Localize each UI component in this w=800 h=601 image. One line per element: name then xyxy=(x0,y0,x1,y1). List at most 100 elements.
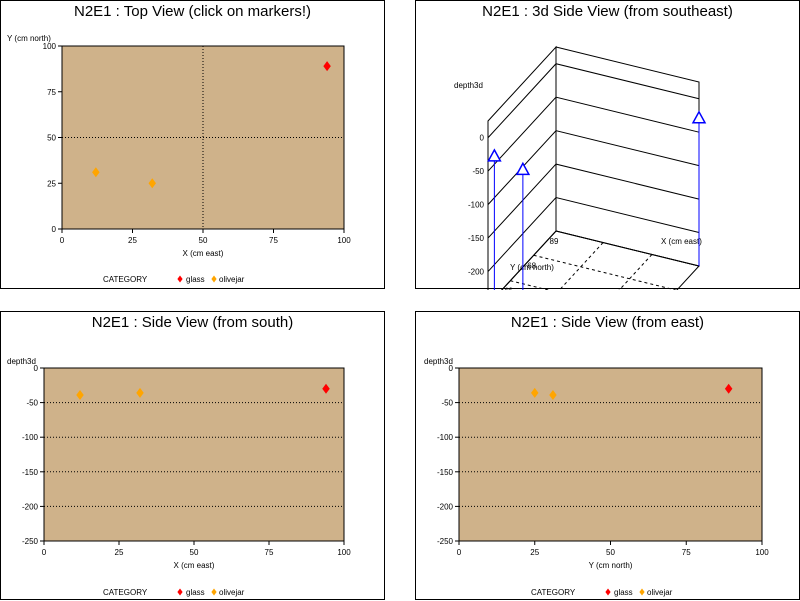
floor-grid-line xyxy=(510,280,551,290)
x-tick-label: 100 xyxy=(755,548,769,557)
legend-olivejar-swatch xyxy=(639,588,645,596)
y-tick-label: -250 xyxy=(22,537,39,546)
y-tick-label: 0 xyxy=(34,364,39,373)
legend-olivejar-label: olivejar xyxy=(647,588,673,597)
data-marker-glass[interactable] xyxy=(724,383,733,394)
data-marker-olivejar[interactable] xyxy=(92,167,100,178)
x-tick-label: 100 xyxy=(337,236,351,245)
legend-label: CATEGORY xyxy=(103,275,148,284)
z-tick-label: -50 xyxy=(472,167,484,176)
y-axis-label: Y (cm north) xyxy=(510,263,554,272)
legend: CATEGORY glass olivejar xyxy=(531,588,673,597)
y-tick-label: -150 xyxy=(22,468,39,477)
legend: CATEGORY glass olivejar xyxy=(103,275,245,284)
data-marker-glass[interactable] xyxy=(323,61,331,72)
legend-glass-label: glass xyxy=(614,588,633,597)
x-tick-label: 50 xyxy=(190,548,199,557)
z-tick-label: 0 xyxy=(480,134,485,143)
legend-glass-swatch xyxy=(177,588,183,596)
left-wall xyxy=(487,45,557,290)
x-axis-label: X (cm east) xyxy=(174,561,215,570)
x-tick-label: 25 xyxy=(128,236,137,245)
data-marker-glass[interactable] xyxy=(322,383,330,394)
south-view-panel: N2E1 : Side View (from south) 0 25 50 75 100… xyxy=(0,311,385,600)
z-grid-line xyxy=(487,163,700,239)
chart-title: N2E1 : Side View (from east) xyxy=(510,314,705,331)
y-tick-label: 0 xyxy=(52,225,57,234)
y-tick-label: -250 xyxy=(437,537,454,546)
x-tick-label: 75 xyxy=(269,236,278,245)
z-tick-label: -200 xyxy=(468,268,485,277)
legend-glass-swatch xyxy=(605,588,611,596)
data-marker-3d[interactable] xyxy=(515,161,531,176)
x-tick-label: 75 xyxy=(682,548,691,557)
y-tick-label: -150 xyxy=(437,468,454,477)
y-tick-label: 68 xyxy=(527,261,536,270)
legend-olivejar-label: olivejar xyxy=(219,275,245,284)
x-tick-label: 50 xyxy=(606,548,615,557)
y-tick-label: -50 xyxy=(441,399,453,408)
east-view-panel: N2E1 : Side View (from east) 0 25 50 75 100 0… xyxy=(415,311,800,600)
floor-grid-line xyxy=(533,254,677,290)
x-tick-label: 0 xyxy=(457,548,462,557)
y-tick-label: 0 xyxy=(449,364,454,373)
y-tick-label: 100 xyxy=(43,42,57,51)
chart-title: N2E1 : Top View (click on markers!) xyxy=(73,3,312,20)
3d-view-chart: 0-50-100-150-200-250depth3d89684625Y (cm… xyxy=(454,45,707,290)
y-axis-label: depth3d xyxy=(424,357,453,366)
x-tick-label: 25 xyxy=(115,548,124,557)
legend-glass-label: glass xyxy=(186,275,205,284)
z-grid-line xyxy=(487,63,700,139)
legend-olivejar-swatch xyxy=(211,588,217,596)
z-grid-line xyxy=(487,130,700,205)
y-tick-label: -200 xyxy=(437,502,454,511)
x-tick-label: 100 xyxy=(337,548,351,557)
x-tick-label: 50 xyxy=(199,236,208,245)
plot-area xyxy=(458,367,763,542)
data-marker-olivejar[interactable] xyxy=(531,387,539,398)
z-tick-label: -150 xyxy=(468,234,485,243)
data-marker-olivejar[interactable] xyxy=(148,178,156,189)
z-axis-label: depth3d xyxy=(454,81,483,90)
y-tick-label: 89 xyxy=(550,237,559,246)
top-view-chart: 0 25 50 75 100 0 25 50 75 100 X (cm east) Y (cm nor… xyxy=(7,34,351,284)
legend-label: CATEGORY xyxy=(103,588,148,597)
y-tick-label: 50 xyxy=(47,134,56,143)
z-tick-label: -100 xyxy=(468,201,485,210)
y-tick-label: 75 xyxy=(47,88,56,97)
legend-glass-swatch xyxy=(177,275,183,283)
plot-area xyxy=(43,367,345,542)
y-tick-label: 46 xyxy=(504,287,513,290)
legend-olivejar-label: olivejar xyxy=(219,588,245,597)
x-axis-label: X (cm east) xyxy=(183,249,224,258)
y-tick-label: -200 xyxy=(22,502,39,511)
x-tick-label: 25 xyxy=(530,548,539,557)
data-marker-olivejar[interactable] xyxy=(549,389,557,400)
z-grid-line xyxy=(487,196,700,272)
chart-title: N2E1 : 3d Side View (from southeast) xyxy=(482,3,733,20)
data-marker-3d[interactable] xyxy=(691,110,707,124)
x-axis-label: X (cm east) xyxy=(661,237,702,246)
floor-grid-line xyxy=(618,254,653,290)
y-tick-label: 25 xyxy=(47,179,56,188)
legend: CATEGORY glass olivejar xyxy=(103,588,245,597)
data-marker-3d[interactable] xyxy=(487,148,502,162)
floor-grid-line xyxy=(558,242,604,290)
legend-olivejar-swatch xyxy=(211,275,217,283)
back-wall xyxy=(555,46,700,267)
south-view-chart: 0 25 50 75 100 0 -50 -100 -150 -200 -250 X (cm east… xyxy=(7,357,351,597)
y-tick-label: -100 xyxy=(22,433,39,442)
data-marker-olivejar[interactable] xyxy=(136,387,144,398)
chart-title: N2E1 : Side View (from south) xyxy=(91,314,294,331)
x-tick-label: 0 xyxy=(60,236,65,245)
y-tick-label: -50 xyxy=(26,399,38,408)
z-grid-line xyxy=(487,96,700,172)
legend-label: CATEGORY xyxy=(531,588,576,597)
3d-view-panel: N2E1 : 3d Side View (from southeast) 0 -5… xyxy=(415,0,800,290)
x-tick-label: 75 xyxy=(265,548,274,557)
y-tick-label: -100 xyxy=(437,433,454,442)
legend-glass-label: glass xyxy=(186,588,205,597)
data-marker-olivejar[interactable] xyxy=(76,389,84,400)
top-view-panel: N2E1 : Top View (click on markers!) 0 25 5… xyxy=(0,0,385,289)
east-view-chart: 0 25 50 75 100 0 -50 -100 -150 -200 -250 Y (cm nort… xyxy=(424,357,769,597)
